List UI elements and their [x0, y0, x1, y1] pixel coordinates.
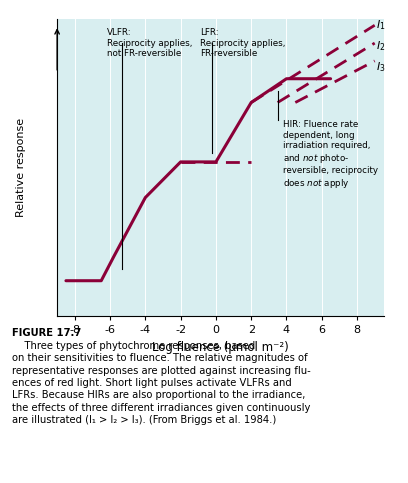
Text: HIR: Fluence rate
dependent, long
irradiation required,
and $\it{not}$ photo-
re: HIR: Fluence rate dependent, long irradi…: [283, 120, 378, 190]
Text: Relative response: Relative response: [16, 118, 26, 217]
Text: $I_1$: $I_1$: [377, 18, 386, 32]
X-axis label: Log fluence (μmol m⁻²): Log fluence (μmol m⁻²): [152, 341, 289, 354]
Text: VLFR:
Reciprocity applies,
not FR-reversible: VLFR: Reciprocity applies, not FR-revers…: [106, 28, 192, 58]
Text: LFR:
Reciprocity applies,
FR-reversible: LFR: Reciprocity applies, FR-reversible: [200, 28, 286, 58]
Text: Three types of phytochrome responses, based
on their sensitivities to fluence. T: Three types of phytochrome responses, ba…: [12, 341, 311, 425]
Text: $I_3$: $I_3$: [377, 60, 386, 74]
Text: FIGURE 17.7: FIGURE 17.7: [12, 328, 82, 339]
Text: $I_2$: $I_2$: [377, 39, 386, 53]
